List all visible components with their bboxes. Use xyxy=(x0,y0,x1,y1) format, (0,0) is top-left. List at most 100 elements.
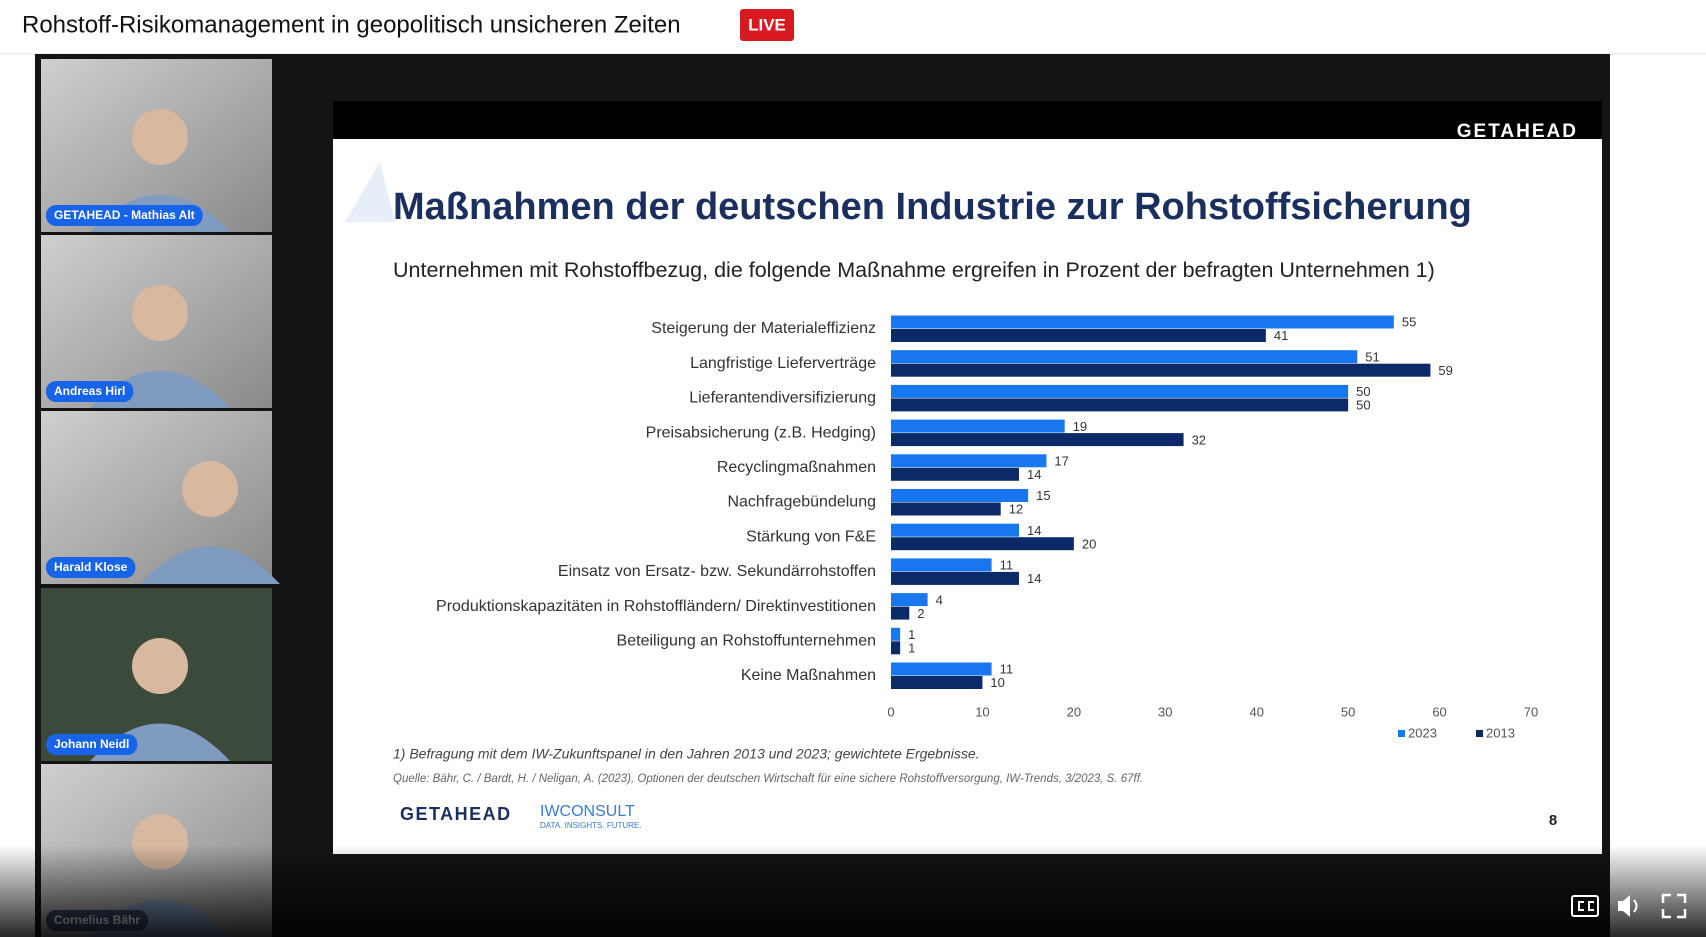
bar xyxy=(891,363,1431,377)
controls-gradient xyxy=(0,845,1706,937)
category-label: Beteiligung an Rohstoffunternehmen xyxy=(617,633,876,650)
bar xyxy=(891,537,1074,551)
person-head xyxy=(182,461,238,517)
chart-subtitle: Unternehmen mit Rohstoffbezug, die folge… xyxy=(393,258,1435,282)
bar xyxy=(891,350,1358,364)
slide-decoration xyxy=(345,162,395,222)
participant-name: GETAHEAD - Mathias Alt xyxy=(54,208,195,222)
value-label: 4 xyxy=(936,592,943,607)
fullscreen-button[interactable] xyxy=(1661,893,1687,919)
value-label: 50 xyxy=(1356,398,1370,413)
category-label: Produktionskapazitäten in Rohstoffländer… xyxy=(436,598,876,615)
bar xyxy=(891,329,1266,342)
x-tick-label: 70 xyxy=(1524,704,1538,719)
value-label: 11 xyxy=(1000,558,1014,573)
logo-iw: IWCONSULT xyxy=(540,803,635,820)
value-label: 19 xyxy=(1073,419,1087,434)
value-label: 14 xyxy=(1027,467,1041,482)
value-label: 50 xyxy=(1356,384,1370,399)
live-text: LIVE xyxy=(748,15,786,34)
bar xyxy=(891,662,992,676)
x-tick-label: 0 xyxy=(887,704,894,719)
page-number: 8 xyxy=(1549,812,1557,829)
stream-title: Rohstoff-Risikomanagement in geopolitisc… xyxy=(22,11,681,38)
x-tick-label: 40 xyxy=(1249,704,1263,719)
participant-name: Andreas Hirl xyxy=(54,384,125,398)
value-label: 41 xyxy=(1274,328,1288,343)
category-label: Stärkung von F&E xyxy=(746,528,876,545)
logo-getahead: GETAHEAD xyxy=(400,804,512,824)
footnote: 1) Befragung mit dem IW-Zukunftspanel in… xyxy=(393,746,980,762)
person-head xyxy=(132,638,188,694)
bar xyxy=(891,502,1001,516)
x-tick-label: 20 xyxy=(1067,704,1081,719)
legend-label: 2013 xyxy=(1486,725,1515,740)
bar xyxy=(891,676,983,689)
logo-tagline: DATA. INSIGHTS. FUTURE. xyxy=(540,821,641,830)
category-label: Preisabsicherung (z.B. Hedging) xyxy=(646,424,876,441)
slide-brand: GETAHEAD xyxy=(1457,121,1578,142)
name-badge xyxy=(46,205,203,226)
bar xyxy=(891,489,1029,502)
bar-chart: 0 10 20 30 40 50 60 70 Steigerung der Materialef… xyxy=(436,315,1538,741)
name-badge xyxy=(46,557,136,578)
participant-tiles: GETAHEAD - Mathias Alt Andreas Hirl Harald… xyxy=(41,59,280,937)
category-label: Langfristige Lieferverträge xyxy=(690,355,876,372)
value-label: 32 xyxy=(1192,432,1206,447)
value-label: 51 xyxy=(1365,349,1379,364)
value-label: 2 xyxy=(917,606,924,621)
value-label: 1 xyxy=(908,627,915,642)
x-tick-label: 30 xyxy=(1158,704,1172,719)
cc-glyph xyxy=(1578,901,1594,911)
x-tick-label: 10 xyxy=(975,704,989,719)
bar xyxy=(891,571,1019,585)
category-label: Keine Maßnahmen xyxy=(741,667,876,684)
value-label: 15 xyxy=(1036,488,1050,503)
bar xyxy=(891,384,1349,398)
name-badge xyxy=(46,734,138,755)
person-body xyxy=(140,546,280,584)
category-label: Einsatz von Ersatz- bzw. Sekundärrohstof… xyxy=(558,563,876,580)
value-label: 12 xyxy=(1009,502,1023,517)
legend-swatch xyxy=(1398,730,1405,737)
x-tick-label: 60 xyxy=(1432,704,1446,719)
bar xyxy=(891,467,1019,481)
category-label: Steigerung der Materialeffizienz xyxy=(651,320,876,337)
bar xyxy=(891,419,1065,433)
cc-icon xyxy=(1571,895,1599,917)
volume-icon xyxy=(1618,895,1630,917)
category-label: Recyclingmaßnahmen xyxy=(717,459,876,476)
bar xyxy=(891,606,910,620)
bar xyxy=(891,315,1394,329)
legend-label: 2023 xyxy=(1408,725,1437,740)
bar xyxy=(891,454,1047,468)
value-label: 59 xyxy=(1438,363,1452,378)
bar xyxy=(891,558,992,572)
value-label: 1 xyxy=(908,640,915,655)
volume-wave xyxy=(1633,899,1638,913)
value-label: 20 xyxy=(1082,536,1096,551)
live-badge xyxy=(740,9,794,41)
bar xyxy=(891,593,928,607)
name-badge xyxy=(46,381,134,402)
cc-button[interactable] xyxy=(1571,895,1599,917)
header-bar xyxy=(0,0,1706,54)
volume-button[interactable] xyxy=(1618,895,1638,917)
value-label: 17 xyxy=(1054,453,1068,468)
chart-title: Maßnahmen der deutschen Industrie zur Ro… xyxy=(393,186,1472,228)
category-label: Lieferantendiversifizierung xyxy=(689,390,876,407)
subtitle-box: Unternehmen mit Rohstoffbezug, die folge… xyxy=(393,258,1435,282)
value-label: 14 xyxy=(1027,523,1041,538)
fullscreen-icon xyxy=(1661,893,1687,919)
x-tick-label: 50 xyxy=(1341,704,1355,719)
bar xyxy=(891,627,901,641)
value-label: 14 xyxy=(1027,571,1041,586)
value-label: 11 xyxy=(1000,662,1014,677)
legend-swatch xyxy=(1476,730,1483,737)
bar xyxy=(891,433,1184,447)
category-label: Nachfragebündelung xyxy=(727,494,876,511)
value-label: 10 xyxy=(990,675,1004,690)
participant-name: Harald Klose xyxy=(54,560,128,574)
bar xyxy=(891,641,901,655)
